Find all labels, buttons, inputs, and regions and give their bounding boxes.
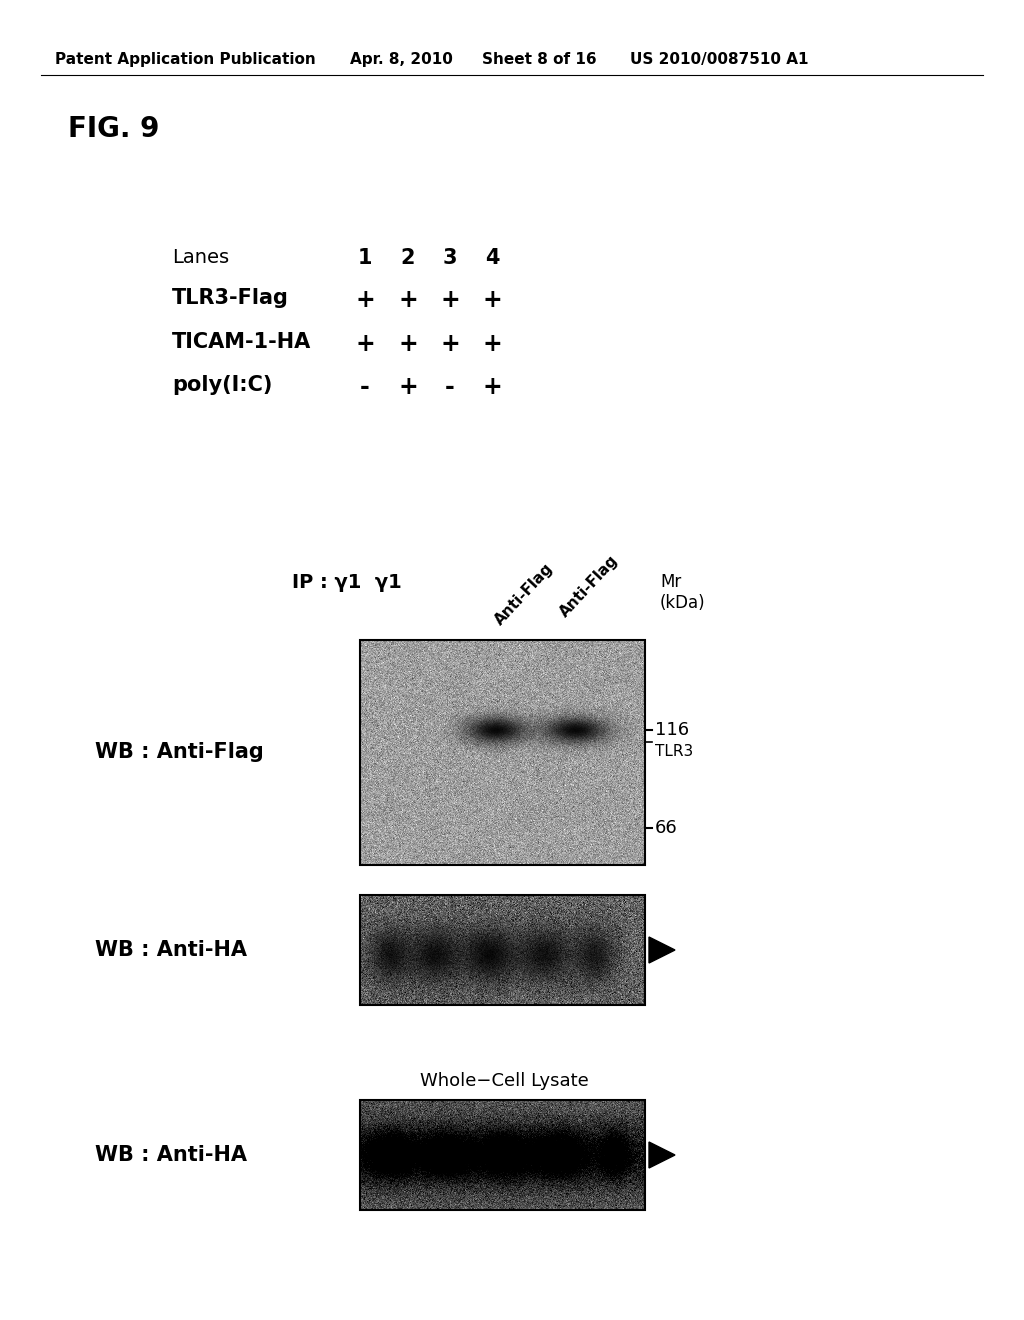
Text: +: + — [398, 333, 418, 356]
Text: +: + — [355, 333, 375, 356]
Text: TICAM-1-HA: TICAM-1-HA — [172, 333, 311, 352]
Text: +: + — [482, 375, 502, 399]
Text: 1: 1 — [357, 248, 373, 268]
Text: 116: 116 — [655, 721, 689, 739]
Bar — [360, 1100, 645, 1210]
Text: Whole−Cell Lysate: Whole−Cell Lysate — [420, 1072, 589, 1090]
Text: 66: 66 — [655, 818, 678, 837]
Text: +: + — [398, 375, 418, 399]
Text: TLR3: TLR3 — [655, 744, 693, 759]
Text: -: - — [360, 375, 370, 399]
Text: Anti-Flag: Anti-Flag — [492, 561, 556, 628]
Polygon shape — [649, 937, 675, 964]
Text: 3: 3 — [442, 248, 458, 268]
Text: US 2010/0087510 A1: US 2010/0087510 A1 — [630, 51, 809, 67]
Text: +: + — [355, 288, 375, 312]
Text: Lanes: Lanes — [172, 248, 229, 267]
Text: poly(I:C): poly(I:C) — [172, 375, 272, 395]
Text: Mr
(kDa): Mr (kDa) — [660, 573, 706, 611]
Text: +: + — [482, 288, 502, 312]
Text: WB : Anti-Flag: WB : Anti-Flag — [95, 742, 264, 762]
Text: IP : γ1  γ1: IP : γ1 γ1 — [292, 573, 401, 591]
Text: WB : Anti-HA: WB : Anti-HA — [95, 940, 247, 960]
Text: 4: 4 — [484, 248, 500, 268]
Text: 2: 2 — [400, 248, 416, 268]
Text: -: - — [445, 375, 455, 399]
Bar — [360, 895, 645, 1005]
Text: Sheet 8 of 16: Sheet 8 of 16 — [482, 51, 597, 67]
Text: Apr. 8, 2010: Apr. 8, 2010 — [350, 51, 453, 67]
Text: Patent Application Publication: Patent Application Publication — [55, 51, 315, 67]
Text: +: + — [482, 333, 502, 356]
Text: +: + — [440, 288, 460, 312]
Text: +: + — [440, 333, 460, 356]
Text: TLR3-Flag: TLR3-Flag — [172, 288, 289, 308]
Polygon shape — [649, 1142, 675, 1168]
Text: Anti-Flag: Anti-Flag — [557, 553, 622, 620]
Text: +: + — [398, 288, 418, 312]
Bar — [360, 640, 645, 865]
Text: WB : Anti-HA: WB : Anti-HA — [95, 1144, 247, 1166]
Text: FIG. 9: FIG. 9 — [68, 115, 160, 143]
